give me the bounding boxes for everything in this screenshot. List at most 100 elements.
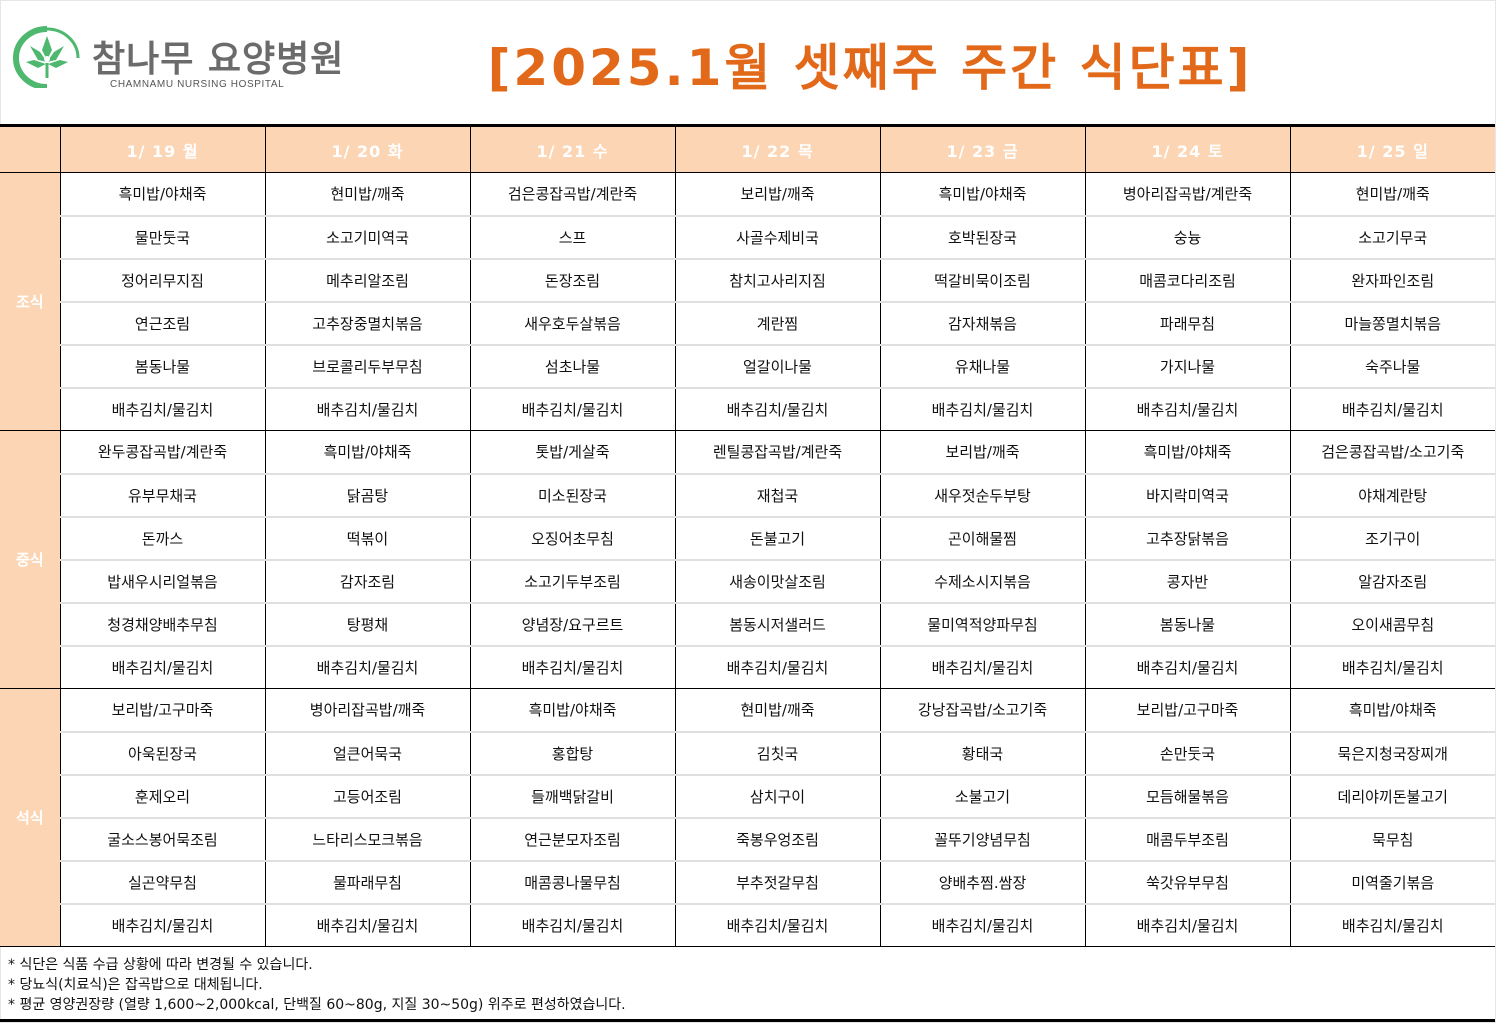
- menu-item: 손만둣국: [1084, 730, 1290, 775]
- menu-item: 들깨백닭갈비: [469, 773, 675, 818]
- menu-item: 감자채볶음: [879, 300, 1085, 345]
- menu-item: 소고기미역국: [264, 214, 470, 259]
- menu-item: 배추김치/물김치: [59, 644, 265, 689]
- note-line: * 평균 영양권장량 (열량 1,600~2,000kcal, 단백질 60~8…: [8, 997, 626, 1013]
- menu-item: 야채계란탕: [1289, 472, 1495, 517]
- menu-item: 양배추찜.쌈장: [879, 859, 1085, 904]
- menu-item: 돈장조림: [469, 257, 675, 302]
- menu-item: 김칫국: [674, 730, 880, 775]
- menu-row: 실곤약무침 물파래무침 매콤콩나물무침 부추젓갈무침 양배추찜.쌈장 쑥갓유부무침 미역줄기…: [0, 859, 1495, 904]
- menu-item: 밥새우시리얼볶음: [59, 558, 265, 603]
- menu-item: 감자조림: [264, 558, 470, 603]
- page-title: [2025.1월 셋째주 주간 식단표]: [487, 39, 1253, 97]
- menu-row: 청경채양배추무침 탕평채 양념장/요구르트 봄동시저샐러드 물미역적양파무침 봄동나물 오이…: [0, 601, 1495, 646]
- menu-item: 물파래무침: [264, 859, 470, 904]
- menu-item: 매콤콩나물무침: [469, 859, 675, 904]
- menu-item: 연근조림: [59, 300, 265, 345]
- menu-item: 배추김치/물김치: [1289, 386, 1495, 431]
- menu-row: 돈까스 떡볶이 오징어초무침 돈불고기 곤이해물찜 고추장닭볶음 조기구이: [0, 515, 1495, 560]
- menu-item: 배추김치/물김치: [59, 386, 265, 431]
- menu-item: 훈제오리: [59, 773, 265, 818]
- menu-item: 느타리스모크볶음: [264, 816, 470, 861]
- menu-row: 굴소스봉어묵조림 느타리스모크볶음 연근분모자조림 죽봉우엉조림 꼴뚜기양념무침 매콤두부…: [0, 816, 1495, 861]
- menu-item: 묵무침: [1289, 816, 1495, 861]
- menu-row: 봄동나물 브로콜리두부무침 섬초나물 얼갈이나물 유채나물 가지나물 숙주나물: [0, 343, 1495, 388]
- day-header: 1/ 22 목: [674, 124, 880, 173]
- menu-item: 배추김치/물김치: [1084, 386, 1290, 431]
- menu-item: 부추젓갈무침: [674, 859, 880, 904]
- menu-item: 사골수제비국: [674, 214, 880, 259]
- menu-item: 배추김치/물김치: [674, 386, 880, 431]
- menu-item: 정어리무지짐: [59, 257, 265, 302]
- leaf-logo-icon: [13, 26, 80, 88]
- menu-item: 탕평채: [264, 601, 470, 646]
- menu-item: 얼큰어묵국: [264, 730, 470, 775]
- menu-item: 메추리알조림: [264, 257, 470, 302]
- menu-item: 알감자조림: [1289, 558, 1495, 603]
- menu-row: 배추김치/물김치 배추김치/물김치 배추김치/물김치 배추김치/물김치 배추김치/물김치…: [0, 902, 1495, 947]
- menu-item: 흑미밥/야채죽: [264, 430, 470, 474]
- menu-item: 배추김치/물김치: [264, 644, 470, 689]
- menu-item: 배추김치/물김치: [59, 902, 265, 947]
- day-header: 1/ 19 월: [59, 124, 265, 173]
- menu-row: 배추김치/물김치 배추김치/물김치 배추김치/물김치 배추김치/물김치 배추김치/물김치…: [0, 386, 1495, 431]
- menu-item: 톳밥/게살죽: [469, 430, 675, 474]
- menu-item: 물미역적양파무침: [879, 601, 1085, 646]
- menu-item: 현미밥/깨죽: [1289, 172, 1495, 216]
- menu-item: 보리밥/깨죽: [674, 172, 880, 216]
- menu-item: 마늘쫑멸치볶음: [1289, 300, 1495, 345]
- menu-item: 흑미밥/야채죽: [469, 688, 675, 732]
- menu-item: 배추김치/물김치: [1289, 644, 1495, 689]
- menu-item: 배추김치/물김치: [879, 386, 1085, 431]
- weekly-menu-table: 1/ 19 월 1/ 20 화 1/ 21 수 1/ 22 목 1/ 23 금 1/ 24…: [0, 124, 1495, 947]
- menu-item: 검은콩잡곡밥/계란죽: [469, 172, 675, 216]
- menu-item: 꼴뚜기양념무침: [879, 816, 1085, 861]
- menu-item: 실곤약무침: [59, 859, 265, 904]
- menu-item: 새송이맛살조림: [674, 558, 880, 603]
- menu-item: 섬초나물: [469, 343, 675, 388]
- menu-item: 물만둣국: [59, 214, 265, 259]
- menu-item: 흑미밥/야채죽: [1289, 688, 1495, 732]
- menu-item: 양념장/요구르트: [469, 601, 675, 646]
- menu-item: 매콤두부조림: [1084, 816, 1290, 861]
- menu-item: 스프: [469, 214, 675, 259]
- menu-item: 봄동나물: [1084, 601, 1290, 646]
- hospital-logo: 참나무 요양병원 CHAMNAMU NURSING HOSPITAL: [12, 24, 343, 94]
- menu-item: 데리야끼돈불고기: [1289, 773, 1495, 818]
- menu-item: 병아리잡곡밥/계란죽: [1084, 172, 1290, 216]
- menu-row: 정어리무지짐 메추리알조림 돈장조림 참치고사리지짐 떡갈비묵이조림 매콤코다리조림 완자파…: [0, 257, 1495, 302]
- menu-row: 훈제오리 고등어조림 들깨백닭갈비 삼치구이 소불고기 모듬해물볶음 데리야끼돈불고기: [0, 773, 1495, 818]
- menu-item: 브로콜리두부무침: [264, 343, 470, 388]
- menu-item: 고등어조림: [264, 773, 470, 818]
- menu-item: 유부무채국: [59, 472, 265, 517]
- menu-item: 매콤코다리조림: [1084, 257, 1290, 302]
- menu-item: 완두콩잡곡밥/계란죽: [59, 430, 265, 474]
- menu-item: 흑미밥/야채죽: [879, 172, 1085, 216]
- menu-item: 배추김치/물김치: [1289, 902, 1495, 947]
- menu-item: 소고기두부조림: [469, 558, 675, 603]
- menu-item: 소불고기: [879, 773, 1085, 818]
- menu-item: 돈불고기: [674, 515, 880, 560]
- menu-item: 파래무침: [1084, 300, 1290, 345]
- menu-item: 떡갈비묵이조림: [879, 257, 1085, 302]
- menu-item: 현미밥/깨죽: [674, 688, 880, 732]
- menu-item: 배추김치/물김치: [469, 902, 675, 947]
- menu-item: 렌틸콩잡곡밥/계란죽: [674, 430, 880, 474]
- menu-item: 미역줄기볶음: [1289, 859, 1495, 904]
- menu-item: 계란찜: [674, 300, 880, 345]
- menu-item: 유채나물: [879, 343, 1085, 388]
- menu-item: 배추김치/물김치: [879, 902, 1085, 947]
- menu-item: 보리밥/깨죽: [879, 430, 1085, 474]
- menu-row: 연근조림 고추장중멸치볶음 새우호두살볶음 계란찜 감자채볶음 파래무침 마늘쫑멸치볶음: [0, 300, 1495, 345]
- menu-item: 떡볶이: [264, 515, 470, 560]
- menu-item: 수제소시지볶음: [879, 558, 1085, 603]
- menu-item: 굴소스봉어묵조림: [59, 816, 265, 861]
- menu-item: 숙주나물: [1289, 343, 1495, 388]
- menu-item: 현미밥/깨죽: [264, 172, 470, 216]
- menu-item: 배추김치/물김치: [1084, 902, 1290, 947]
- menu-item: 배추김치/물김치: [1084, 644, 1290, 689]
- menu-item: 보리밥/고구마죽: [59, 688, 265, 732]
- menu-item: 모듬해물볶음: [1084, 773, 1290, 818]
- menu-item: 홍합탕: [469, 730, 675, 775]
- day-header: 1/ 21 수: [469, 124, 675, 173]
